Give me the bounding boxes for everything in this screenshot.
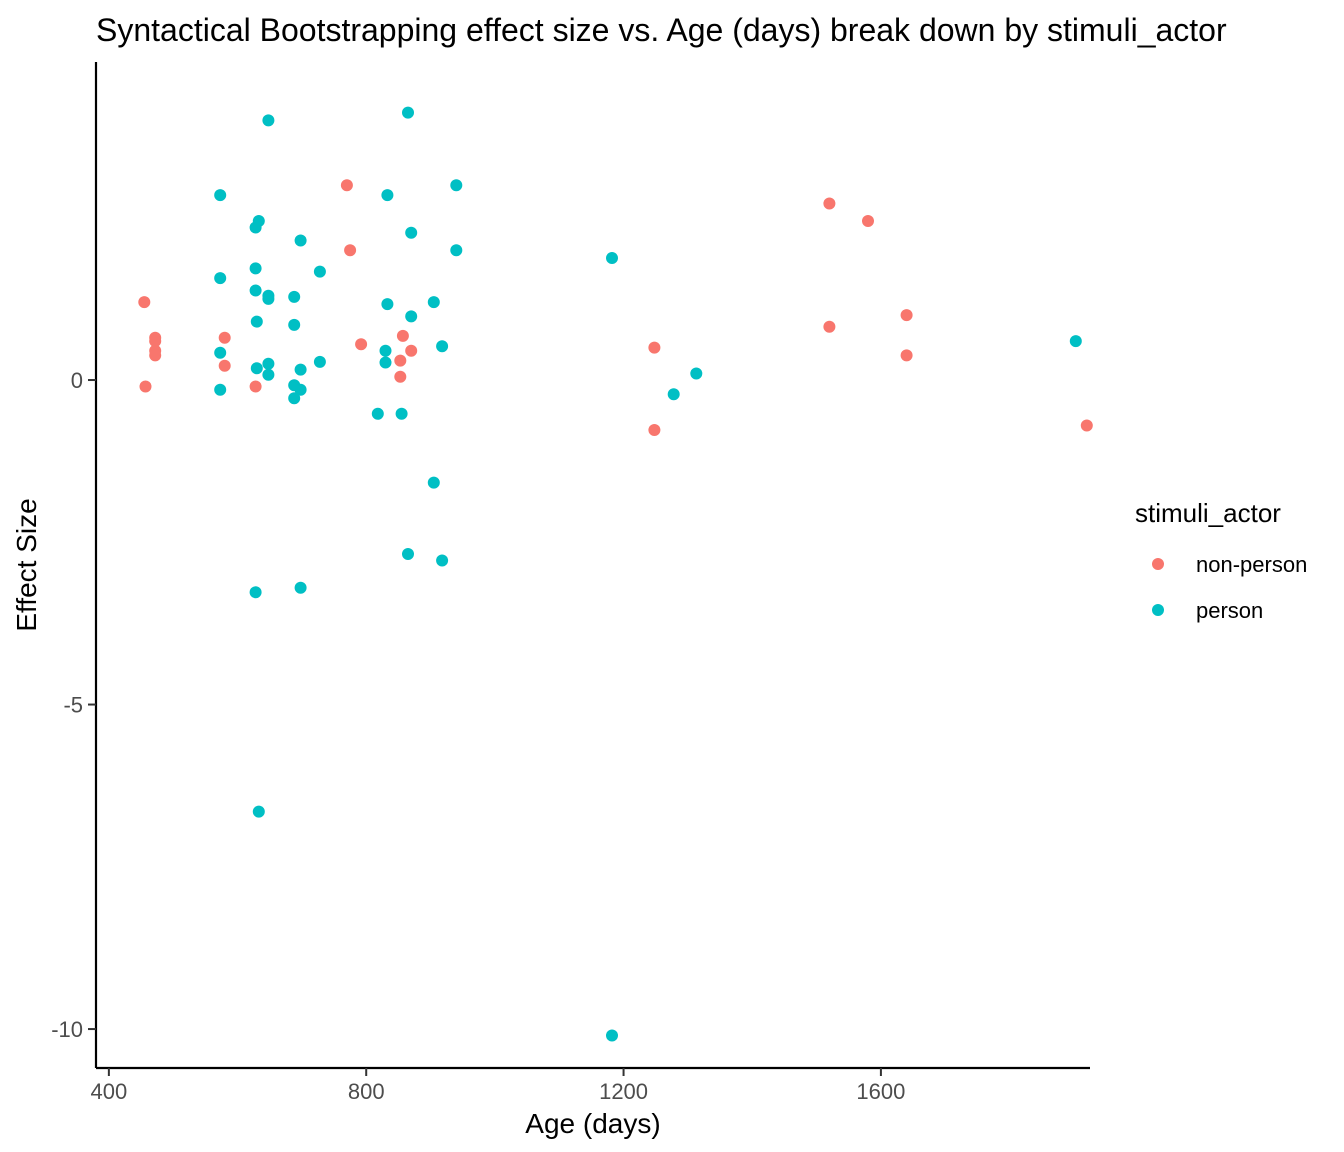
- x-tick-label: 800: [348, 1079, 385, 1104]
- data-point-person: [381, 189, 394, 202]
- data-point-person: [427, 296, 440, 309]
- data-point-person: [395, 407, 408, 420]
- x-axis-title: Age (days): [525, 1108, 660, 1139]
- legend-key-person: [1152, 604, 1164, 616]
- legend-entries: non-person person: [1152, 552, 1307, 623]
- data-point-person: [294, 581, 307, 594]
- legend: stimuli_actor non-person person: [1135, 498, 1307, 623]
- data-point-person: [294, 383, 307, 396]
- data-point-person: [436, 340, 449, 353]
- data-point-person: [214, 346, 227, 359]
- data-point-non-person: [355, 338, 368, 351]
- data-point-non-person: [900, 309, 913, 322]
- data-point-non-person: [394, 370, 407, 383]
- points-layer: [138, 106, 1093, 1042]
- data-point-non-person: [823, 197, 836, 210]
- data-point-person: [262, 357, 275, 370]
- data-point-person: [379, 356, 392, 369]
- y-axis-title: Effect Size: [11, 498, 42, 631]
- data-point-non-person: [340, 179, 353, 192]
- data-point-person: [214, 272, 227, 285]
- data-point-person: [262, 368, 275, 381]
- data-point-person: [606, 252, 618, 264]
- y-ticks: 0 -5 -10: [51, 368, 96, 1042]
- x-tick-label: 400: [91, 1079, 128, 1104]
- data-point-non-person: [396, 329, 409, 342]
- data-point-person: [450, 244, 463, 257]
- data-point-person: [249, 284, 262, 297]
- data-point-non-person: [139, 380, 152, 393]
- data-point-person: [402, 106, 414, 119]
- data-point-non-person: [648, 424, 661, 436]
- data-point-person: [436, 554, 449, 567]
- data-point-person: [371, 407, 384, 420]
- chart-title: Syntactical Bootstrapping effect size vs…: [96, 12, 1227, 48]
- data-point-person: [214, 383, 227, 396]
- data-point-person: [249, 586, 262, 599]
- data-point-person: [667, 388, 680, 401]
- data-point-non-person: [862, 215, 874, 227]
- data-point-person: [402, 548, 414, 560]
- data-point-non-person: [344, 244, 357, 257]
- data-point-person: [262, 292, 275, 305]
- y-tick-label: -5: [63, 693, 83, 718]
- legend-label-person: person: [1196, 598, 1263, 623]
- data-point-person: [294, 363, 307, 376]
- x-tick-label: 1200: [599, 1079, 648, 1104]
- data-point-non-person: [138, 296, 151, 309]
- y-tick-label: -10: [51, 1017, 83, 1042]
- data-point-non-person: [823, 320, 836, 333]
- data-point-person: [381, 298, 394, 311]
- x-ticks: 400 800 1200 1600: [91, 1068, 905, 1104]
- legend-label-non-person: non-person: [1196, 552, 1307, 577]
- data-point-person: [427, 476, 440, 489]
- data-point-person: [379, 344, 392, 357]
- data-point-non-person: [405, 344, 418, 357]
- data-point-person: [405, 310, 418, 323]
- data-point-person: [250, 362, 263, 375]
- data-point-person: [405, 226, 418, 239]
- data-point-non-person: [218, 331, 231, 344]
- data-point-person: [250, 315, 263, 328]
- data-point-person: [606, 1029, 618, 1042]
- data-point-person: [288, 318, 301, 331]
- legend-title: stimuli_actor: [1135, 498, 1281, 528]
- data-point-person: [294, 234, 307, 247]
- data-point-person: [1069, 335, 1082, 348]
- data-point-non-person: [1080, 419, 1093, 432]
- data-point-person: [252, 215, 265, 227]
- data-point-person: [288, 290, 301, 303]
- data-point-person: [690, 367, 703, 380]
- data-point-non-person: [149, 335, 162, 348]
- data-point-non-person: [149, 349, 162, 362]
- data-point-non-person: [900, 349, 913, 362]
- data-point-non-person: [648, 341, 661, 354]
- data-point-non-person: [218, 359, 231, 372]
- data-point-person: [214, 189, 227, 202]
- data-point-non-person: [249, 380, 262, 393]
- y-tick-label: 0: [71, 368, 83, 393]
- data-point-person: [450, 179, 463, 192]
- data-point-non-person: [394, 354, 407, 367]
- data-point-person: [288, 392, 301, 405]
- data-point-person: [249, 262, 262, 275]
- x-tick-label: 1600: [856, 1079, 905, 1104]
- data-point-person: [313, 265, 326, 278]
- data-point-person: [313, 355, 326, 368]
- data-point-person: [262, 114, 275, 127]
- data-point-person: [252, 805, 265, 818]
- legend-key-non-person: [1152, 558, 1164, 570]
